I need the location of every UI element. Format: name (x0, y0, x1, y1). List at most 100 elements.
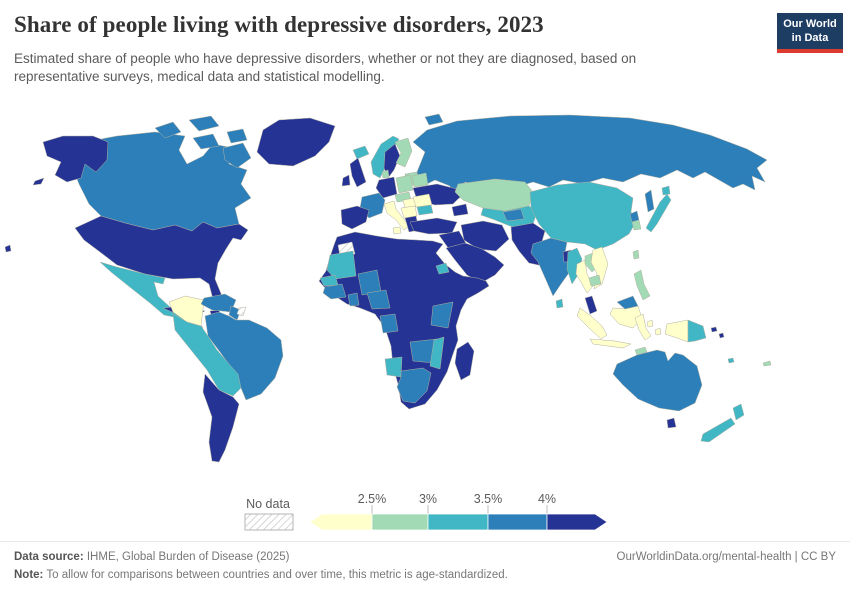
country-fiji[interactable] (727, 357, 735, 364)
map-legend: No data 2.5% 3% 3.5% 4% (230, 492, 625, 538)
country-belarus[interactable] (411, 172, 429, 188)
legend-bin-2-5-to-3[interactable] (371, 513, 429, 531)
country-indonesia-java[interactable] (589, 338, 632, 349)
footer-divider (0, 541, 850, 542)
note-label: Note: (14, 569, 44, 582)
country-usa[interactable] (74, 215, 249, 304)
country-solomon-islands[interactable] (710, 326, 718, 333)
legend-bin-under-2-5[interactable] (309, 513, 373, 531)
data-source-label: Data source: (14, 551, 84, 563)
country-malaysia-borneo[interactable] (616, 295, 639, 310)
country-russia-sakhalin[interactable] (644, 189, 655, 213)
country-poland[interactable] (395, 174, 414, 194)
country-canada-arctic-island[interactable] (192, 133, 220, 150)
country-canada-arctic-island[interactable] (188, 115, 220, 132)
country-germany[interactable] (375, 176, 398, 199)
country-canada-baffin[interactable] (222, 142, 252, 169)
country-uzbekistan[interactable] (502, 208, 525, 222)
country-nigeria[interactable] (366, 289, 391, 310)
country-vietnam[interactable] (590, 246, 609, 290)
country-mozambique[interactable] (429, 336, 445, 370)
chart-subtitle: Estimated share of people who have depre… (14, 51, 637, 84)
legend-tick-label: 3% (419, 492, 437, 506)
country-tasmania[interactable] (666, 417, 677, 429)
country-denmark[interactable] (381, 169, 390, 179)
country-canada-arctic-island[interactable] (226, 128, 248, 144)
country-bulgaria[interactable] (416, 204, 434, 216)
country-chile-argentina[interactable] (202, 373, 240, 463)
country-mauritania[interactable] (326, 250, 357, 280)
country-new-zealand-north[interactable] (732, 403, 745, 421)
country-caucasus[interactable] (451, 203, 469, 217)
country-new-caledonia[interactable] (762, 360, 772, 367)
legend-tick-label: 4% (538, 492, 556, 506)
country-kenya-tanzania[interactable] (430, 301, 454, 329)
country-ghana[interactable] (347, 292, 360, 307)
country-japan-hokkaido[interactable] (661, 185, 671, 196)
country-romania[interactable] (412, 193, 433, 208)
world-map (4, 113, 772, 463)
country-south-africa[interactable] (396, 367, 432, 404)
country-namibia[interactable] (384, 356, 403, 378)
country-papua-new-guinea[interactable] (687, 319, 707, 343)
country-guinea[interactable] (322, 283, 347, 300)
country-indonesia-sumatra[interactable] (576, 307, 608, 340)
country-french-guiana[interactable] (236, 306, 247, 317)
country-peru-bolivia[interactable] (172, 313, 242, 397)
country-iran[interactable] (460, 220, 510, 252)
legend-svg: No data 2.5% 3% 3.5% 4% (244, 492, 608, 531)
legend-tick-label: 2.5% (358, 492, 387, 506)
chart-footer: Data source: IHME, Global Burden of Dise… (14, 548, 836, 585)
country-cambodia[interactable] (588, 274, 602, 287)
legend-no-data-swatch[interactable] (244, 513, 294, 531)
country-new-zealand-south[interactable] (700, 417, 736, 443)
country-usa-alaska[interactable] (42, 135, 109, 183)
legend-bin-3-5-to-4[interactable] (487, 513, 548, 531)
country-indonesia-west-papua[interactable] (664, 319, 689, 343)
owid-logo-line2: in Data (791, 31, 829, 44)
country-gabon-congo[interactable] (379, 313, 399, 334)
world-map-container (4, 112, 795, 494)
legend-bin-over-4[interactable] (546, 513, 608, 531)
country-greenland[interactable] (256, 117, 336, 167)
owid-logo-line1: Our World (783, 18, 837, 30)
country-eritrea[interactable] (435, 262, 450, 275)
country-indonesia-sulawesi[interactable] (634, 313, 652, 341)
country-italy-sicily[interactable] (392, 226, 402, 235)
country-philippines[interactable] (633, 269, 651, 301)
country-balkans[interactable] (400, 205, 418, 219)
country-australia[interactable] (612, 349, 703, 412)
country-canada-arctic-island[interactable] (154, 121, 182, 139)
country-ireland[interactable] (341, 174, 351, 187)
country-madagascar[interactable] (454, 341, 475, 381)
country-svalbard[interactable] (424, 113, 444, 126)
country-japan[interactable] (645, 193, 672, 233)
data-source-text: IHME, Global Burden of Disease (2025) (83, 551, 290, 563)
legend-tick-label: 3.5% (474, 492, 503, 506)
country-usa-hawaii[interactable] (4, 244, 12, 253)
country-timor-leste[interactable] (634, 346, 648, 356)
legend-bin-3-to-3-5[interactable] (427, 513, 489, 531)
country-uk[interactable] (349, 157, 367, 188)
owid-link[interactable]: OurWorldinData.org/mental-health | CC BY (616, 551, 836, 563)
country-spain-portugal[interactable] (340, 205, 370, 230)
country-indonesia-moluccas[interactable] (646, 319, 654, 328)
legend-no-data-label: No data (246, 497, 290, 511)
country-malaysia-peninsula[interactable] (584, 295, 598, 315)
note-text: To allow for comparisons between countri… (43, 569, 508, 582)
country-sweden[interactable] (383, 143, 401, 179)
country-saudi-arabia[interactable] (445, 242, 505, 284)
page-title: Share of people living with depressive d… (14, 12, 544, 37)
country-iceland[interactable] (352, 145, 370, 160)
country-south-korea[interactable] (631, 219, 642, 231)
country-indonesia-moluccas[interactable] (654, 327, 662, 336)
country-finland[interactable] (394, 137, 413, 168)
country-china-mongolia[interactable] (529, 181, 638, 251)
country-kazakhstan[interactable] (454, 178, 534, 212)
country-usa-aleutians[interactable] (32, 177, 45, 186)
country-solomon-islands[interactable] (718, 332, 725, 339)
data-source-line: Data source: IHME, Global Burden of Dise… (14, 548, 290, 566)
country-taiwan[interactable] (632, 249, 640, 260)
country-sri-lanka[interactable] (555, 298, 564, 309)
